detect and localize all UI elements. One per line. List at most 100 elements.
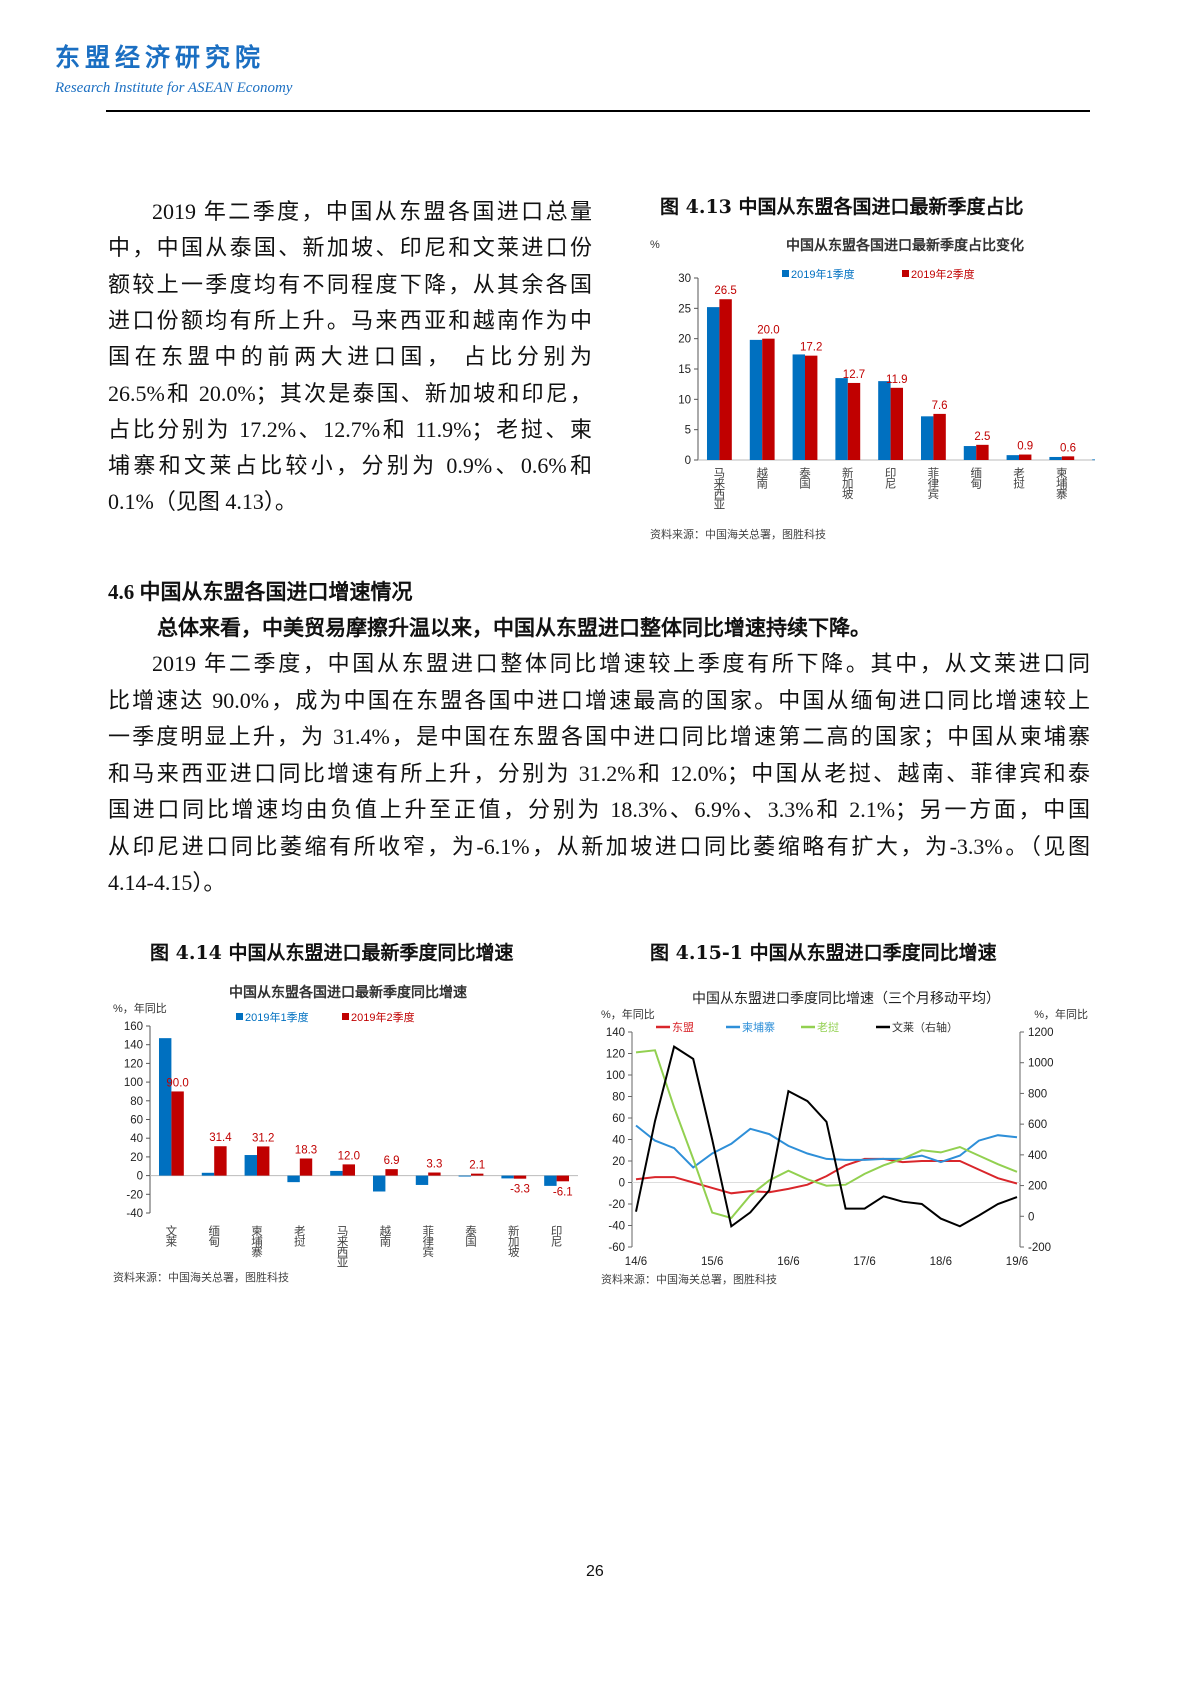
- paragraph-line: 国进口同比增速均由负值上升至正值，分别为 18.3%、6.9%、3.3%和 2.…: [108, 797, 1090, 822]
- data-label: 7.6: [932, 400, 948, 412]
- data-label: 2.5: [974, 431, 990, 443]
- y-tick-label: -40: [608, 1221, 625, 1233]
- bar-q2: [890, 387, 904, 460]
- chart-title: 中国从东盟进口季度同比增速（三个月移动平均）: [692, 991, 1000, 1007]
- bar-q2: [805, 355, 818, 460]
- paragraph-line: 0.1%（见图 4.13）。: [108, 489, 297, 515]
- x-tick-label: 16/6: [777, 1256, 799, 1268]
- y-tick-label: -40: [126, 1208, 143, 1220]
- y-tick-label: 0: [685, 455, 691, 467]
- bar-q1: [963, 446, 977, 460]
- bar-q2: [1061, 456, 1075, 460]
- y-tick-label: 20: [678, 334, 691, 346]
- bar-q2: [847, 382, 861, 460]
- data-label: 12.7: [843, 369, 865, 381]
- bar-q1: [878, 381, 891, 460]
- category-label: 泰国: [464, 1224, 478, 1248]
- paragraph-line: 比增速达 90.0%，成为中国在东盟各国中进口增速最高的国家。中国从缅甸进口同比…: [108, 687, 1090, 713]
- paragraph-line: 2019 年二季度，中国从东盟各国进口总量: [152, 199, 592, 224]
- bar-q1: [1006, 455, 1019, 460]
- paragraph-line: 和马来西亚进口同比增速有所上升，分别为 31.2%和 12.0%；中国从老挝、越…: [108, 760, 1090, 786]
- paragraph-line: 4.14-4.15）。: [108, 870, 226, 895]
- legend-label: 2019年1季度: [245, 1010, 309, 1024]
- series-line-cambodia: [635, 1124, 1018, 1169]
- bar-q1: [749, 339, 763, 460]
- chart-title: 中国从东盟各国进口最新季度同比增速: [229, 984, 467, 1000]
- series-line-asean: [635, 1157, 1018, 1195]
- category-label: 印尼: [550, 1225, 564, 1248]
- y-axis-unit: %: [650, 239, 660, 251]
- y-tick-label: 120: [124, 1058, 143, 1070]
- y-tick-label: 15: [678, 364, 691, 376]
- paragraph-line: 26.5%和 20.0%；其次是泰国、新加坡和印尼，: [108, 380, 592, 406]
- y-tick-label-right: 0: [1028, 1211, 1034, 1223]
- data-label: 31.4: [209, 1132, 232, 1144]
- bar-q1: [458, 1175, 471, 1177]
- chart-4-15: 中国从东盟进口季度同比增速（三个月移动平均） %，年同比 %，年同比 -60 -40 -2…: [596, 975, 1096, 1295]
- x-tick-label: 14/6: [625, 1256, 647, 1268]
- bar-q1: [835, 378, 848, 460]
- data-label: 17.2: [800, 342, 822, 354]
- bar-q1: [501, 1175, 514, 1179]
- source-note: 资料来源：中国海关总署，图胜科技: [650, 527, 826, 541]
- legend-label: 东盟: [672, 1021, 694, 1034]
- figure-4-13-caption: 图 4.13 中国从东盟各国进口最新季度占比: [660, 196, 1024, 218]
- legend-swatch: [342, 1013, 349, 1020]
- data-label: 20.0: [757, 325, 779, 337]
- bar-q2: [214, 1146, 227, 1176]
- y-tick-label: 80: [612, 1092, 625, 1104]
- bar-q1: [330, 1170, 343, 1176]
- y-tick-label: 0: [619, 1178, 625, 1190]
- data-label: 0.9: [1017, 441, 1033, 453]
- data-label: 6.9: [384, 1155, 400, 1167]
- paragraph-line: 进口份额均有所上升。马来西亚和越南作为中: [108, 307, 592, 333]
- legend-swatch: [782, 270, 789, 277]
- bar-q2: [257, 1146, 270, 1176]
- paragraph-line: 从印尼进口同比萎缩有所收窄，为-6.1%，从新加坡进口同比萎缩略有扩大，为-3.…: [108, 833, 1090, 859]
- category-label: 缅甸: [969, 466, 983, 490]
- data-label: 18.3: [295, 1144, 317, 1156]
- legend-swatch: [236, 1013, 243, 1020]
- category-label: 缅甸: [207, 1224, 221, 1248]
- y-axis-unit: %，年同比: [113, 1001, 167, 1015]
- category-label: 文莱: [164, 1224, 178, 1248]
- y-tick-label: 40: [130, 1133, 143, 1145]
- data-label: 2.1: [469, 1160, 485, 1172]
- data-label: 90.0: [166, 1077, 188, 1089]
- y-tick-label: 20: [612, 1156, 625, 1168]
- paragraph-line: 埔寨和文莱占比较小，分别为 0.9%、0.6%和: [108, 453, 592, 479]
- bar-q2: [385, 1169, 398, 1176]
- bar-q2: [933, 413, 946, 460]
- y-tick-label: 140: [124, 1040, 143, 1052]
- y-tick-label-right: 1000: [1028, 1058, 1054, 1070]
- data-label: 0.6: [1060, 442, 1076, 454]
- bar-q1: [706, 307, 720, 460]
- page-number: 26: [586, 1563, 604, 1580]
- header-divider: [106, 110, 1090, 112]
- bar-q1: [201, 1172, 215, 1176]
- category-label: 印尼: [884, 467, 898, 490]
- legend-label: 老挝: [817, 1020, 839, 1034]
- legend-label: 2019年2季度: [351, 1010, 415, 1024]
- y-tick-label: 80: [130, 1096, 143, 1108]
- category-label: 柬埔寨: [1055, 467, 1069, 499]
- data-label: 12.0: [338, 1150, 360, 1162]
- category-label: 老挝: [293, 1225, 307, 1247]
- bar-q2: [513, 1175, 527, 1179]
- figure-4-14-caption: 图 4.14 中国从东盟进口最新季度同比增速: [150, 942, 514, 964]
- series-line-laos: [635, 1049, 1018, 1220]
- y-tick-label: 30: [678, 273, 691, 285]
- source-note: 资料来源：中国海关总署，图胜科技: [601, 1272, 777, 1286]
- bar-q1: [1049, 456, 1062, 460]
- bar-q1: [544, 1175, 557, 1186]
- bar-q2: [556, 1175, 570, 1182]
- category-label: 马来西亚: [336, 1225, 350, 1267]
- paragraph-line: 额较上一季度均有不同程度下降，从其余各国: [108, 271, 592, 297]
- y-tick-label-right: 1200: [1028, 1027, 1054, 1039]
- category-label: 越南: [378, 1224, 392, 1247]
- x-tick-label: 19/6: [1006, 1256, 1028, 1268]
- bar-q2: [342, 1164, 356, 1176]
- category-label: 马来西亚: [712, 467, 726, 509]
- paragraph-line: 占比分别为 17.2%、12.7%和 11.9%；老挝、柬: [108, 416, 592, 442]
